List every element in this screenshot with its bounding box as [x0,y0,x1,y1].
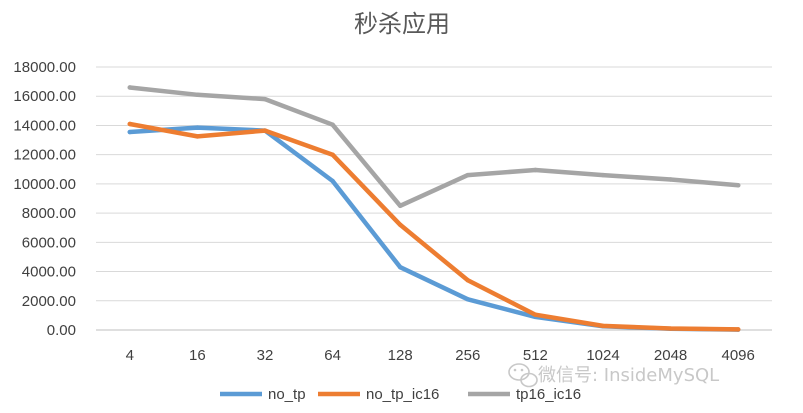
y-tick-label: 0.00 [47,322,76,339]
series-line-no_tp [127,125,741,332]
series-lines [127,85,741,332]
legend: no_tp no_tp_ic16 tp16_ic16 [220,386,581,403]
data-point-tp16_ic16 [668,177,673,182]
x-tick-label: 512 [523,347,548,364]
legend-label: no_tp_ic16 [366,386,439,403]
y-tick-label: 8000.00 [22,205,76,222]
y-axis-ticks: 0.00 2000.00 4000.00 6000.00 8000.00 10000.00… [13,59,76,339]
data-point-no_tp_ic16 [262,128,268,133]
y-tick-label: 6000.00 [22,234,76,251]
x-tick-label: 256 [455,347,480,364]
data-point-tp16_ic16 [398,203,403,209]
data-point-tp16_ic16 [736,183,741,188]
data-point-no_tp_ic16 [533,312,538,317]
data-point-no_tp [127,129,132,135]
watermark-text: 微信号: InsideMySQL [538,365,719,386]
series-line-tp16_ic16 [127,85,741,209]
data-point-no_tp_ic16 [465,278,470,283]
data-point-no_tp_ic16 [398,222,403,227]
data-point-tp16_ic16 [465,172,470,178]
x-tick-label: 1024 [586,347,619,364]
x-tick-label: 4 [126,347,134,364]
x-tick-label: 64 [324,347,341,364]
y-tick-label: 16000.00 [13,88,76,105]
data-point-tp16_ic16 [600,172,606,178]
data-point-no_tp [195,125,200,130]
y-tick-label: 2000.00 [22,293,76,310]
y-tick-label: 10000.00 [13,176,76,193]
y-tick-label: 14000.00 [13,117,76,134]
data-point-no_tp_ic16 [127,121,132,127]
x-tick-label: 2048 [654,347,687,364]
series-line-no_tp_ic16 [127,121,741,332]
x-tick-label: 32 [257,347,274,364]
y-tick-label: 18000.00 [13,59,76,76]
y-tick-label: 12000.00 [13,147,76,164]
y-tick-label: 4000.00 [22,264,76,281]
data-point-no_tp [330,178,335,184]
data-point-no_tp_ic16 [668,326,673,331]
data-point-no_tp_ic16 [600,323,606,329]
data-point-tp16_ic16 [262,96,268,102]
gridlines [96,66,772,331]
data-point-no_tp [398,264,403,270]
watermark: 微信号: InsideMySQL [508,363,719,388]
legend-label: no_tp [268,386,306,403]
x-tick-label: 4096 [722,347,755,364]
data-point-tp16_ic16 [127,85,132,90]
legend-label: tp16_ic16 [516,386,581,403]
x-tick-label: 16 [189,347,206,364]
data-point-tp16_ic16 [195,92,200,97]
chart-title: 秒杀应用 [354,10,450,38]
data-point-tp16_ic16 [330,122,335,127]
wechat-icon [508,363,538,388]
data-point-no_tp [465,297,470,302]
x-axis-ticks: 4 16 32 64 128 256 512 1024 2048 4096 [126,347,755,364]
data-point-no_tp_ic16 [195,134,200,139]
data-point-tp16_ic16 [533,167,538,173]
data-point-no_tp_ic16 [330,152,335,157]
data-point-no_tp_ic16 [736,327,741,332]
x-tick-label: 128 [388,347,413,364]
